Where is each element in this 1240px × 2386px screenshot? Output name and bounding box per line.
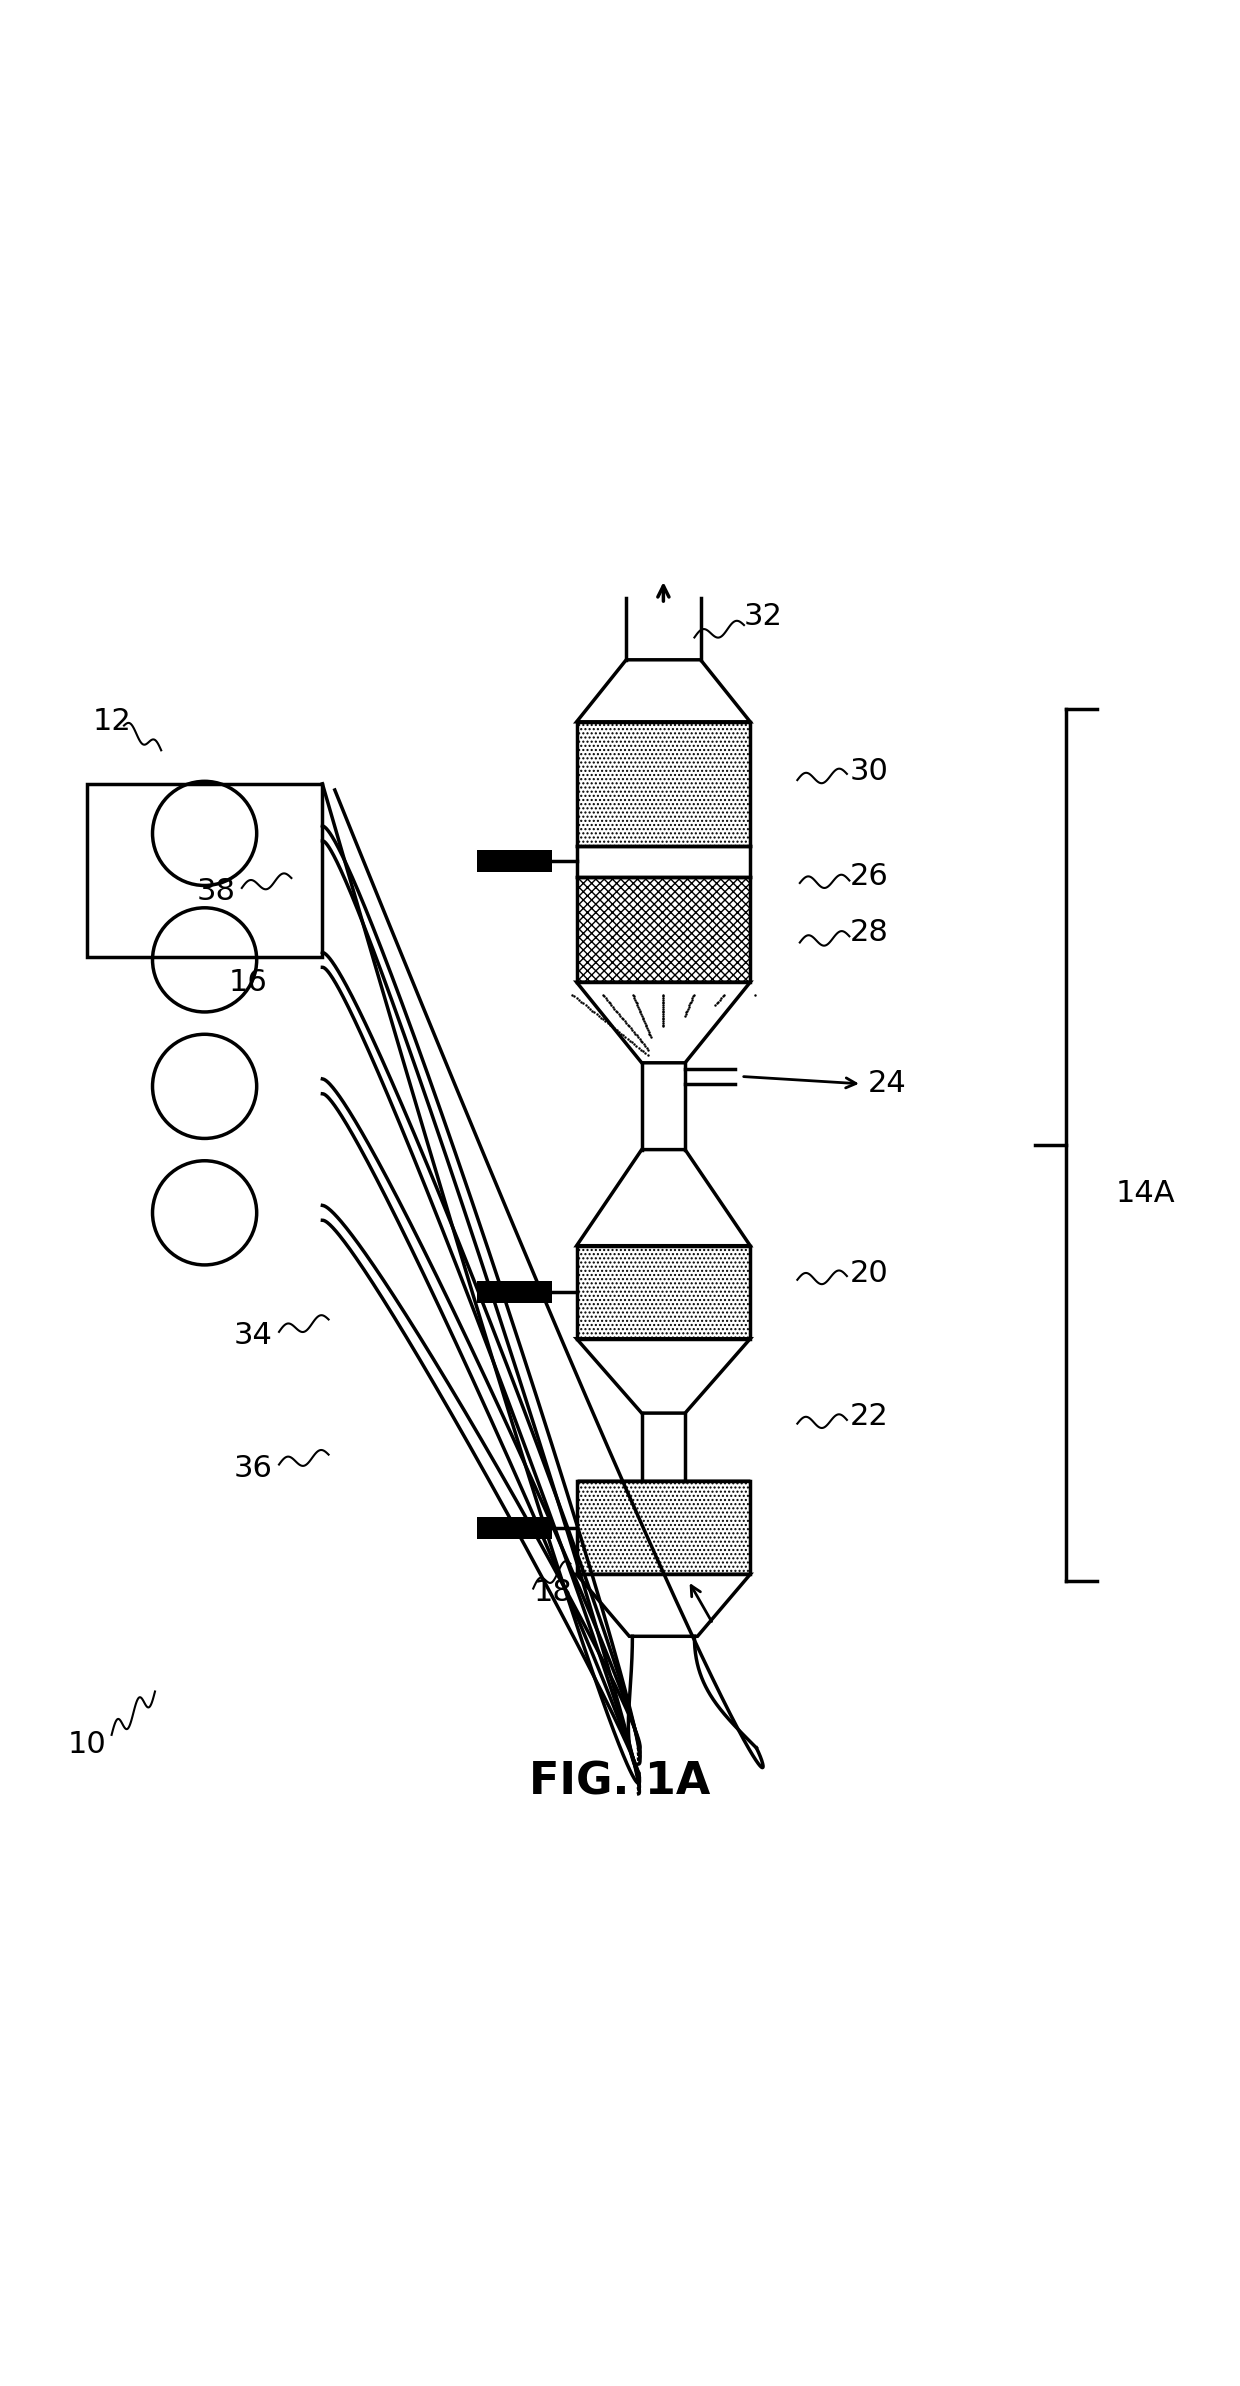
Text: FIG. 1A: FIG. 1A xyxy=(529,1761,711,1804)
Text: 34: 34 xyxy=(234,1322,273,1350)
Text: 26: 26 xyxy=(849,861,888,892)
Text: 28: 28 xyxy=(849,919,888,947)
Bar xyxy=(577,1245,750,1339)
Text: 36: 36 xyxy=(234,1453,273,1482)
Bar xyxy=(577,1482,750,1575)
Bar xyxy=(577,723,750,845)
Text: 30: 30 xyxy=(849,756,888,785)
Bar xyxy=(477,1517,552,1539)
Text: 20: 20 xyxy=(849,1260,888,1288)
Text: 22: 22 xyxy=(849,1401,888,1432)
Text: 12: 12 xyxy=(92,706,131,737)
Text: 14A: 14A xyxy=(1116,1179,1176,1207)
Bar xyxy=(577,876,750,983)
Bar xyxy=(477,1281,552,1303)
Bar xyxy=(477,849,552,873)
Text: 24: 24 xyxy=(868,1069,906,1098)
Text: 10: 10 xyxy=(67,1730,107,1758)
Text: 38: 38 xyxy=(197,878,236,907)
Text: 32: 32 xyxy=(744,601,782,630)
Text: 16: 16 xyxy=(228,969,268,997)
Text: 18: 18 xyxy=(533,1577,572,1606)
Bar xyxy=(87,783,322,957)
